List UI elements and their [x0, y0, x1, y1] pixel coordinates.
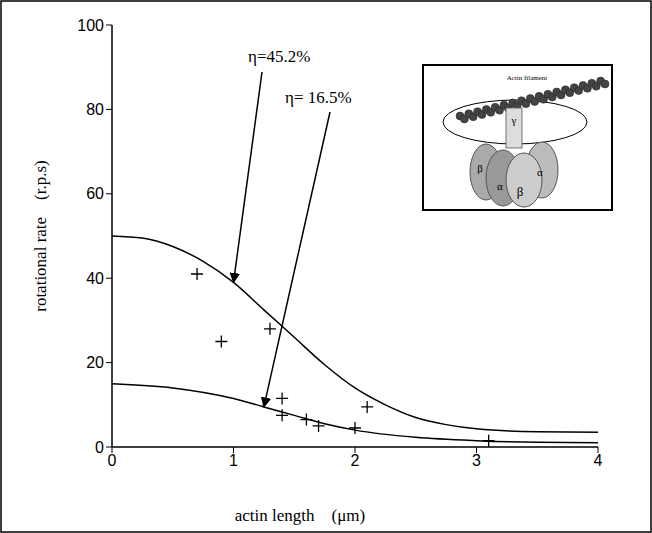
svg-text:20: 20	[86, 354, 104, 371]
svg-text:η= 16.5%: η= 16.5%	[285, 88, 352, 107]
svg-text:α: α	[537, 166, 543, 178]
svg-text:γ: γ	[511, 114, 517, 126]
svg-text:40: 40	[86, 270, 104, 287]
svg-text:100: 100	[77, 17, 104, 34]
svg-text:actin length (μm): actin length (μm)	[235, 506, 365, 525]
svg-text:3: 3	[472, 452, 481, 469]
svg-text:0: 0	[95, 439, 104, 456]
svg-text:60: 60	[86, 185, 104, 202]
svg-text:β: β	[477, 162, 483, 174]
svg-text:1: 1	[229, 452, 238, 469]
svg-text:rotational rate (r.p.s): rotational rate (r.p.s)	[31, 160, 50, 312]
svg-text:β: β	[517, 184, 524, 199]
svg-text:α: α	[497, 180, 503, 192]
svg-text:2: 2	[351, 452, 360, 469]
svg-text:η=45.2%: η=45.2%	[248, 47, 310, 66]
svg-text:Actin filament: Actin filament	[507, 74, 548, 82]
svg-text:4: 4	[594, 452, 603, 469]
svg-text:0: 0	[108, 452, 117, 469]
svg-text:80: 80	[86, 101, 104, 118]
